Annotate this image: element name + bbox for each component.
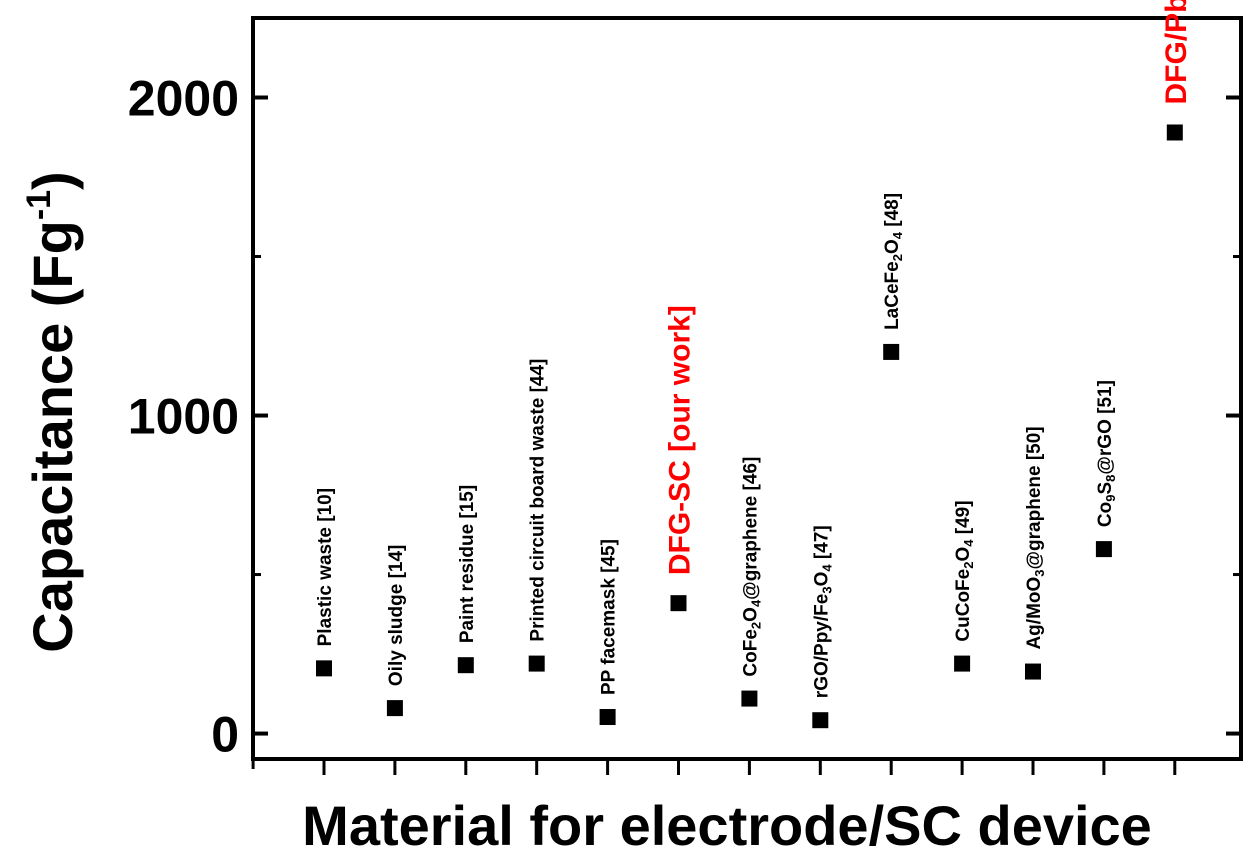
y-axis-ticks: 0 1000 2000 [128,71,1241,763]
x-axis-ticks [251,759,1177,775]
point-label: LaCeFe2O4 [48] [882,193,905,330]
point-label: Printed circuit board waste [44] [528,359,549,642]
point-label: PP facemask [45] [599,539,620,695]
data-point-marker [1025,663,1041,680]
point-label: Co9S8@rGO [51] [1095,380,1118,527]
point-label: rGO/Ppy/Fe3O4 [47] [811,525,834,698]
data-point-marker [386,700,403,717]
data-point-marker [457,657,474,674]
data-point-marker [1166,124,1183,141]
y-tick-label: 0 [211,707,239,763]
data-point-marker [528,655,545,672]
data-point-marker [599,709,616,726]
point-label: CuCoFe2O4 [49] [953,500,976,641]
plot-frame [251,16,1243,761]
data-point-marker [316,660,332,677]
data-point-marker [812,712,829,729]
data-markers [316,124,1183,729]
point-label: Ag/MoO3@graphene [50] [1024,426,1047,649]
y-axis-title: Capacitance (Fg-1) [20,171,84,652]
point-label: CoFe2O4@graphene [46] [740,457,763,677]
y-tick-label: 2000 [128,71,239,127]
point-label: Paint residue [15] [457,485,478,643]
x-axis-title: Material for electrode/SC device [302,794,1152,855]
data-point-marker [670,595,687,612]
data-point-marker [954,655,971,672]
y-tick-label: 1000 [128,389,239,445]
point-label: Oily sludge [14] [386,545,407,686]
highlight-point-label: DFG/PbFeCr-SC [our work] [1160,0,1193,104]
point-labels: Plastic waste [10] Oily sludge [14] Paint … [315,0,1193,698]
highlight-point-label: DFG-SC [our work] [664,305,697,575]
point-label: Plastic waste [10] [315,488,336,646]
data-point-marker [883,343,900,360]
data-point-marker [741,690,758,707]
data-point-marker [1095,541,1112,558]
